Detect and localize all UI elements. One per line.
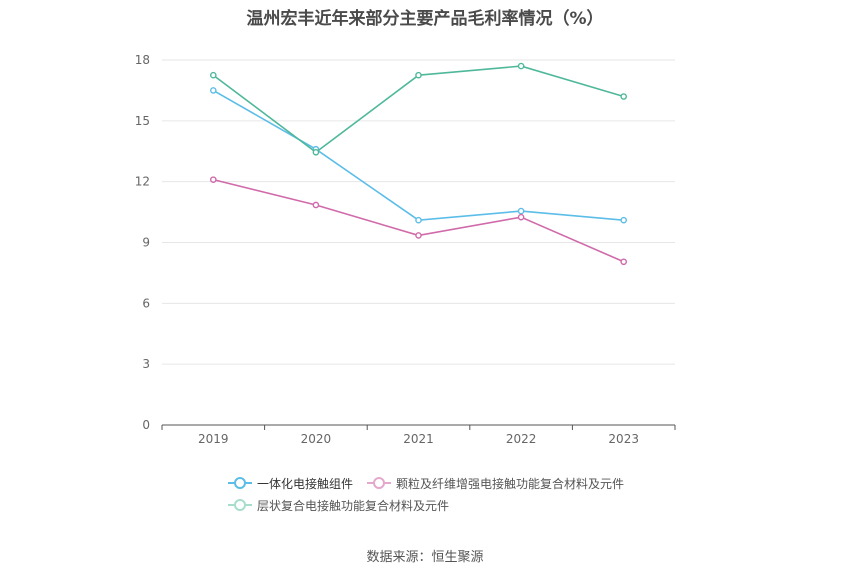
x-tick-label: 2019 — [198, 432, 229, 446]
data-point[interactable] — [312, 201, 320, 209]
data-point[interactable] — [415, 71, 422, 79]
chart-title: 温州宏丰近年来部分主要产品毛利率情况（%） — [246, 9, 604, 29]
legend: 一体化电接触组件 颗粒及纤维增强电接触功能复合材料及元件 层状复合电接触功能复合… — [228, 472, 748, 516]
x-tick-label: 2023 — [608, 432, 639, 446]
series-line-3 — [212, 65, 624, 154]
y-tick-label: 9 — [142, 236, 150, 250]
legend-label: 层状复合电接触功能复合材料及元件 — [257, 498, 450, 513]
data-point[interactable] — [517, 62, 525, 70]
y-tick-label: 6 — [142, 296, 150, 310]
legend-label: 颗粒及纤维增强电接触功能复合材料及元件 — [396, 476, 625, 491]
x-tick-label: 2022 — [506, 432, 537, 446]
legend-item-series-2[interactable]: 颗粒及纤维增强电接触功能复合材料及元件 — [367, 475, 624, 492]
line-chart: 0 3 6 9 12 15 18 2019 2020 2021 2022 2023 — [135, 53, 676, 446]
series-lines — [209, 62, 628, 266]
data-point[interactable] — [209, 87, 217, 94]
data-point[interactable] — [620, 258, 628, 266]
data-point[interactable] — [620, 93, 628, 100]
data-point[interactable] — [620, 216, 628, 224]
x-tick-label: 2021 — [403, 432, 434, 446]
y-tick-label: 12 — [135, 175, 150, 189]
legend-label: 一体化电接触组件 — [257, 476, 354, 491]
data-source: 数据来源：恒生聚源 — [366, 550, 484, 565]
data-point[interactable] — [415, 232, 422, 239]
data-point[interactable] — [312, 148, 320, 156]
x-tick-label: 2020 — [301, 432, 332, 446]
grid-lines — [162, 59, 675, 365]
data-point[interactable] — [209, 71, 217, 79]
data-point[interactable] — [517, 213, 525, 221]
data-point[interactable] — [517, 207, 525, 215]
legend-item-series-3[interactable]: 层状复合电接触功能复合材料及元件 — [228, 497, 449, 514]
legend-marker-icon — [367, 477, 392, 489]
series-line-1 — [212, 89, 624, 222]
legend-marker-icon — [228, 499, 252, 511]
y-tick-label: 0 — [142, 418, 150, 432]
legend-marker-icon — [228, 477, 252, 489]
data-point[interactable] — [415, 216, 422, 224]
y-tick-label: 18 — [135, 53, 150, 67]
legend-item-series-1[interactable]: 一体化电接触组件 — [228, 475, 353, 492]
axes: 0 3 6 9 12 15 18 2019 2020 2021 2022 2023 — [135, 53, 676, 446]
y-tick-label: 3 — [142, 357, 150, 371]
data-point[interactable] — [209, 176, 217, 183]
y-tick-label: 15 — [135, 114, 150, 128]
